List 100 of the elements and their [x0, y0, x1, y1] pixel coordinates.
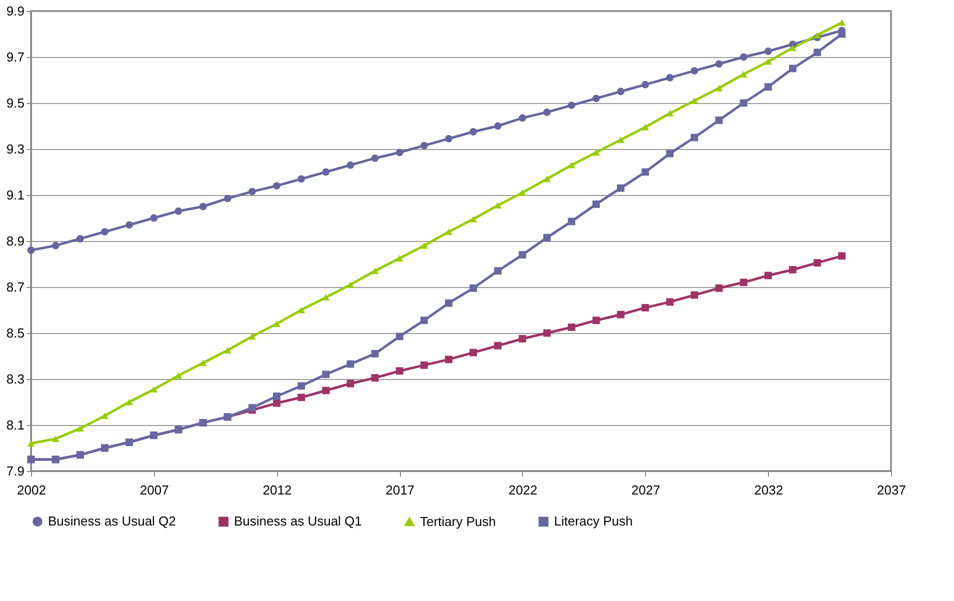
point [371, 350, 379, 358]
point [568, 324, 576, 331]
point [346, 161, 354, 169]
point [543, 176, 551, 182]
y-tick-label: 8.3 [6, 372, 24, 386]
point [666, 74, 674, 82]
point [199, 202, 207, 210]
point [346, 360, 354, 368]
point [101, 412, 108, 420]
legend-label: Business as Usual Q2 [48, 514, 176, 529]
point [666, 110, 674, 117]
point [396, 367, 404, 375]
x-tick-label: 2032 [754, 482, 784, 498]
point [838, 252, 846, 260]
point [494, 342, 502, 350]
point [642, 304, 649, 312]
point [789, 44, 796, 52]
point [592, 200, 600, 208]
point [396, 255, 404, 262]
point [273, 399, 280, 407]
point [690, 134, 698, 142]
x-tick-label: 2027 [631, 482, 660, 498]
point [346, 281, 354, 288]
point [174, 372, 182, 379]
point [666, 298, 674, 306]
point [666, 150, 674, 158]
point [298, 382, 305, 390]
y-tick-label: 9.7 [6, 50, 24, 64]
point [199, 360, 207, 366]
point [543, 234, 551, 242]
point [690, 67, 698, 74]
x-tick-label: 2012 [262, 482, 292, 498]
point [543, 108, 551, 116]
point [298, 306, 305, 314]
point [740, 278, 748, 286]
point [740, 71, 748, 78]
y-tick-label: 8.5 [6, 326, 24, 340]
point [642, 80, 649, 88]
point [789, 64, 796, 72]
point [518, 251, 526, 259]
point [764, 272, 772, 280]
point [248, 404, 256, 412]
point [396, 332, 404, 340]
point [642, 168, 649, 176]
point [420, 361, 428, 369]
point [298, 175, 305, 183]
point [617, 310, 624, 318]
point [715, 60, 723, 68]
point [445, 356, 452, 364]
point [764, 83, 772, 91]
x-tick-label: 2037 [877, 482, 906, 498]
point [617, 88, 624, 96]
point [470, 128, 477, 136]
point [814, 32, 821, 38]
point [101, 228, 108, 236]
point [322, 168, 330, 176]
point [518, 114, 526, 122]
point [617, 136, 624, 144]
point [470, 348, 477, 356]
point [273, 320, 280, 328]
point [592, 149, 600, 156]
point [371, 374, 379, 382]
x-tick-label: 2007 [140, 482, 169, 498]
point [76, 425, 84, 432]
point [494, 122, 502, 130]
y-tick-label: 8.9 [6, 234, 24, 248]
y-tick-label: 9.9 [6, 4, 24, 18]
point [789, 266, 796, 274]
point [518, 335, 526, 342]
point [150, 214, 158, 222]
point [396, 148, 404, 156]
point [690, 97, 698, 104]
x-tick-label: 2017 [386, 482, 415, 498]
point [52, 436, 60, 442]
point [346, 380, 354, 388]
x-tick-label: 2022 [508, 482, 538, 498]
point [126, 398, 133, 406]
point [715, 116, 723, 124]
point [764, 58, 772, 65]
point [690, 291, 698, 299]
point [740, 53, 748, 61]
point [76, 235, 84, 242]
x-tick-label: 2002 [17, 482, 46, 498]
point [322, 294, 330, 301]
point [715, 84, 723, 92]
legend-label: Literacy Push [554, 514, 633, 529]
point [174, 207, 182, 215]
legend-label: Tertiary Push [420, 514, 496, 529]
legend-label: Business as Usual Q1 [234, 514, 362, 529]
point [27, 246, 35, 254]
point [470, 216, 477, 222]
point [248, 333, 256, 340]
point [322, 370, 330, 378]
y-tick-label: 9.3 [6, 142, 24, 156]
y-tick-label: 8.7 [6, 280, 24, 294]
point [273, 182, 280, 190]
point [568, 162, 576, 168]
point [420, 142, 428, 150]
point [322, 386, 330, 394]
y-tick-label: 8.1 [6, 418, 24, 432]
